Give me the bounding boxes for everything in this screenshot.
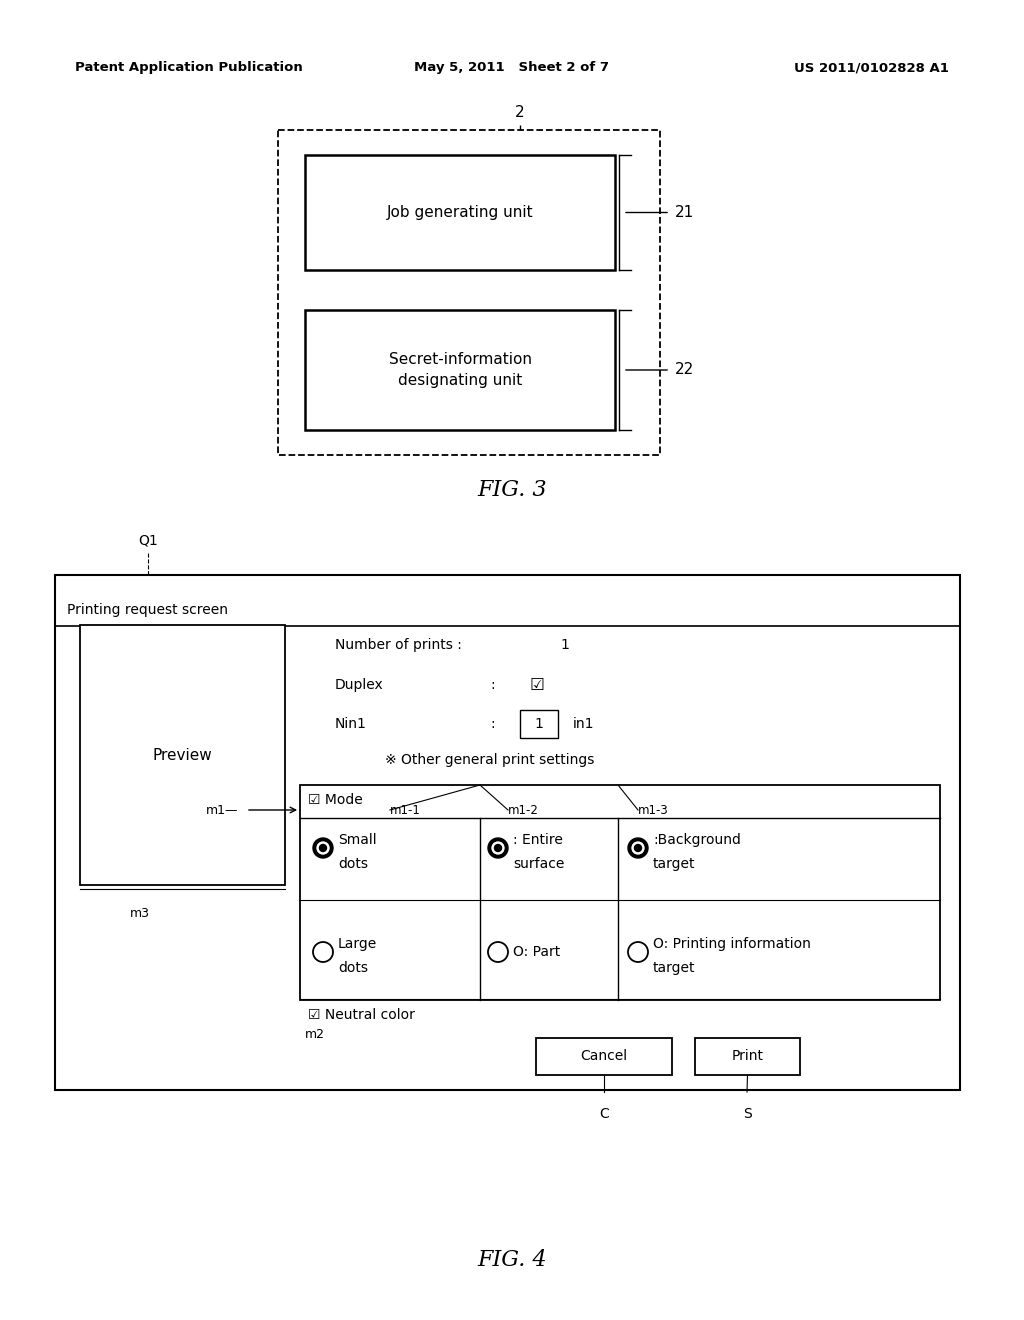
Text: FIG. 4: FIG. 4 (477, 1249, 547, 1271)
Text: Secret-information
designating unit: Secret-information designating unit (388, 352, 531, 388)
Text: Patent Application Publication: Patent Application Publication (75, 62, 303, 74)
Circle shape (628, 838, 648, 858)
Text: ☑ Mode: ☑ Mode (308, 793, 362, 807)
Circle shape (319, 845, 327, 851)
Bar (520, 710, 558, 738)
Text: Job generating unit: Job generating unit (387, 205, 534, 220)
Text: O: Printing information: O: Printing information (653, 937, 811, 950)
Text: FIG. 3: FIG. 3 (477, 479, 547, 502)
Text: m3: m3 (130, 907, 150, 920)
Text: target: target (653, 961, 695, 975)
Bar (80, 624, 285, 884)
Circle shape (488, 838, 508, 858)
Bar (55, 576, 961, 1090)
Text: Nin1: Nin1 (335, 717, 367, 731)
Text: m1-1: m1-1 (390, 804, 421, 817)
Text: target: target (653, 857, 695, 871)
Text: m1-3: m1-3 (638, 804, 669, 817)
Text: 1: 1 (535, 717, 544, 731)
Bar (536, 1038, 672, 1074)
Text: S: S (742, 1107, 752, 1121)
Text: Q1: Q1 (138, 535, 158, 548)
Circle shape (635, 845, 641, 851)
Text: Cancel: Cancel (581, 1049, 628, 1064)
Bar (695, 1038, 800, 1074)
Text: ※ Other general print settings: ※ Other general print settings (385, 752, 594, 767)
Text: 22: 22 (675, 363, 694, 378)
Text: dots: dots (338, 857, 368, 871)
Text: Small: Small (338, 833, 377, 847)
Bar (305, 154, 615, 271)
Text: : Entire: : Entire (513, 833, 563, 847)
Text: Printing request screen: Printing request screen (67, 603, 228, 616)
Circle shape (313, 838, 333, 858)
Text: m2: m2 (305, 1028, 325, 1041)
Text: ☑ Neutral color: ☑ Neutral color (308, 1008, 415, 1022)
Text: surface: surface (513, 857, 564, 871)
Text: m1-2: m1-2 (508, 804, 539, 817)
Circle shape (495, 845, 502, 851)
Text: C: C (599, 1107, 609, 1121)
Bar (300, 785, 940, 1001)
Circle shape (492, 842, 504, 854)
Text: Duplex: Duplex (335, 678, 384, 692)
Text: in1: in1 (573, 717, 595, 731)
Circle shape (632, 842, 644, 854)
Text: 2: 2 (515, 106, 525, 120)
Bar (278, 129, 660, 455)
Text: :: : (490, 717, 495, 731)
Text: dots: dots (338, 961, 368, 975)
Text: Preview: Preview (153, 747, 212, 763)
Text: 1: 1 (560, 638, 569, 652)
Circle shape (317, 842, 329, 854)
Text: Number of prints :: Number of prints : (335, 638, 462, 652)
Text: O: Part: O: Part (513, 945, 560, 960)
Text: ☑: ☑ (530, 676, 545, 694)
Text: 21: 21 (675, 205, 694, 220)
Text: :: : (490, 678, 495, 692)
Bar (305, 310, 615, 430)
Text: May 5, 2011   Sheet 2 of 7: May 5, 2011 Sheet 2 of 7 (415, 62, 609, 74)
Text: Large: Large (338, 937, 377, 950)
Text: US 2011/0102828 A1: US 2011/0102828 A1 (795, 62, 949, 74)
Text: Print: Print (731, 1049, 764, 1064)
Text: m1—: m1— (206, 804, 238, 817)
Text: :Background: :Background (653, 833, 741, 847)
